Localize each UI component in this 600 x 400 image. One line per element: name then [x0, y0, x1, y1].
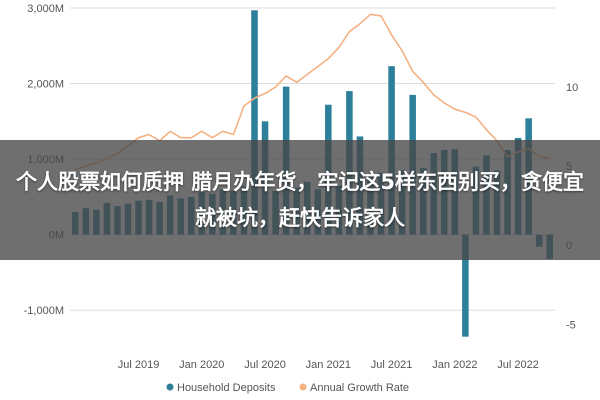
x-tick-label: Jul 2022	[497, 359, 539, 371]
growth-rate-line	[75, 13, 550, 171]
x-tick-label: Jul 2020	[244, 359, 286, 371]
deposit-bar	[462, 234, 469, 337]
y-tick-label: 3,000M	[27, 3, 64, 15]
headline-banner[interactable]: 个人股票如何质押 腊月办年货，牢记这5样东西别买，贪便宜就被坑，赶快告诉家人	[0, 140, 600, 260]
legend-label-growth: Annual Growth Rate	[310, 382, 409, 394]
x-tick-label: Jan 2020	[179, 359, 224, 371]
x-tick-label: Jan 2021	[306, 359, 351, 371]
legend-label-deposits: Household Deposits	[177, 382, 276, 394]
deposit-bar	[251, 10, 258, 235]
y-tick-label: 2,000M	[27, 79, 64, 91]
x-tick-label: Jan 2022	[432, 359, 477, 371]
legend-marker-deposits	[166, 383, 174, 391]
y-tick-label: -1,000M	[24, 305, 64, 317]
y2-tick-label: 10	[566, 82, 578, 94]
y2-tick-label: -5	[566, 319, 576, 331]
x-tick-label: Jul 2019	[118, 359, 160, 371]
x-tick-label: Jul 2021	[371, 359, 413, 371]
headline-text[interactable]: 个人股票如何质押 腊月办年货，牢记这5样东西别买，贪便宜就被坑，赶快告诉家人	[16, 170, 584, 230]
legend-marker-growth	[299, 383, 307, 391]
